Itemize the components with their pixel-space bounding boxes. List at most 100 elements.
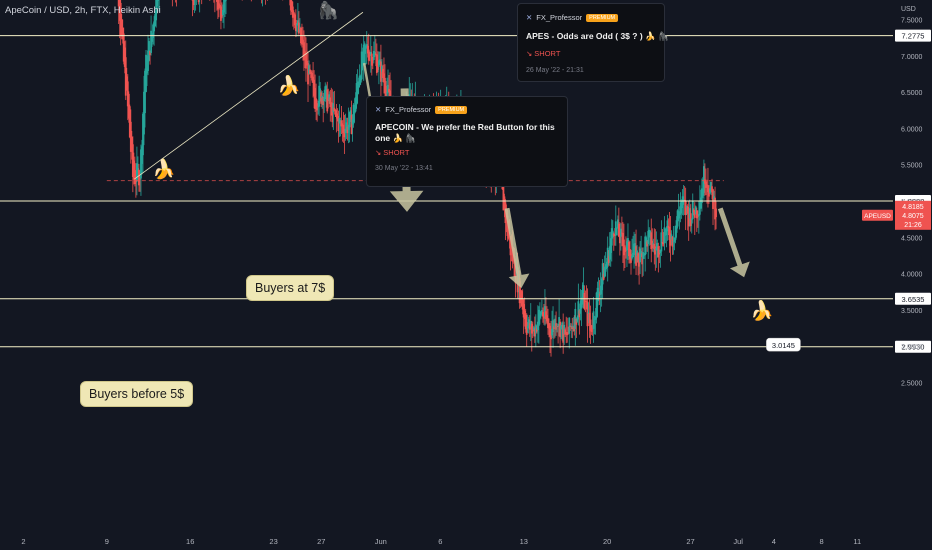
x-tick-label: 20 [603,537,611,546]
candle-body [601,263,604,285]
candle-body [366,45,369,54]
candle-body [309,69,311,74]
candle-body [644,236,647,256]
idea-title[interactable]: APECOIN - We prefer the Red Button for t… [375,122,555,143]
candle-body [360,51,363,80]
candle-body [149,50,151,55]
candle-body [334,109,337,111]
candle-body [645,237,648,246]
candle-body [687,210,690,227]
candle-body [593,319,596,321]
candle-body [615,227,618,229]
candle-body [308,65,310,74]
candle-body [344,128,347,134]
candle-body [385,85,387,101]
short-arrow-icon: ↘ [375,148,382,157]
idea-title[interactable]: APES - Odds are Odd ( 3$ ? ) 🍌 🦍 [526,31,669,41]
x-tick-label: 27 [686,537,694,546]
candle-body [358,75,361,85]
candle-body [379,59,381,64]
candle-body [337,116,340,132]
candle-body [605,261,608,268]
candle-body [550,331,552,340]
candle-body [336,113,339,119]
candle-body [355,83,358,105]
candle-body [709,188,711,193]
banana-icon: 🍌 [750,299,774,322]
candle-body [299,27,301,29]
candle-body [695,210,698,219]
x-tick-label: 13 [520,537,528,546]
candle-body [712,189,714,210]
candle-body [373,52,376,56]
candle-body [688,208,691,219]
candle-body [529,321,532,327]
candle-body [315,98,318,108]
candle-body [646,241,649,247]
candle-body [565,332,568,333]
candle-body [224,0,226,2]
candle-body [554,318,556,328]
candle-body [666,220,669,232]
candle-body [223,0,225,13]
candle-body [365,44,368,48]
candle-body [539,313,542,315]
candle-body [354,97,357,112]
candle-body [622,233,624,246]
candle-body [532,327,535,331]
candle-body [686,206,689,214]
idea-card-2[interactable]: ✕ FX_Professor PREMIUM APECOIN - We pref… [366,96,568,187]
candle-body [536,321,539,331]
candle-body [221,13,223,17]
candle-body [679,202,682,214]
candle-body [132,160,135,180]
candle-body [684,200,687,216]
candle-body [555,323,557,330]
candle-body [303,42,305,61]
candle-body [690,218,693,220]
candle-body [322,96,325,106]
candle-body [711,186,713,193]
candle-body [617,223,620,237]
candle-body [371,59,374,61]
x-tick-label: 23 [269,537,277,546]
x-tick-label: 2 [21,537,25,546]
premium-badge: PREMIUM [435,105,468,114]
candle-body [594,316,597,320]
candle-body [526,325,529,329]
candle-body [637,253,639,263]
candle-body [370,53,373,66]
candle-body [544,306,546,317]
idea-author[interactable]: FX_Professor [385,105,432,114]
candle-body [157,0,160,1]
candle-body [530,323,533,334]
candle-body [631,255,633,259]
candle-body [369,51,372,56]
candle-body [363,43,366,54]
candle-body [121,27,124,40]
idea-author[interactable]: FX_Professor [536,13,583,22]
candle-body [576,317,579,322]
candle-body [560,325,563,330]
candle-body [559,321,562,338]
trend-line-support [133,11,364,180]
candle-body [155,0,158,21]
candle-body [642,252,645,259]
idea-card-1[interactable]: ✕ FX_Professor PREMIUM APES - Odds are O… [517,3,669,82]
candle-body [332,103,335,113]
candle-body [118,0,121,21]
candle-body [319,88,322,97]
candle-body [341,123,344,127]
arrow-right-down [717,207,750,278]
candle-body [582,284,585,302]
candle-body [131,144,134,177]
x-axis: 2 9 16 23 27 Jun 6 13 20 27 Jul 4 8 11 [21,537,861,546]
candle-body [584,300,587,302]
candle-body [148,41,150,61]
candle-body [142,113,144,156]
candle-body [327,100,330,102]
candle-body [346,126,349,134]
candle-body [707,185,709,193]
